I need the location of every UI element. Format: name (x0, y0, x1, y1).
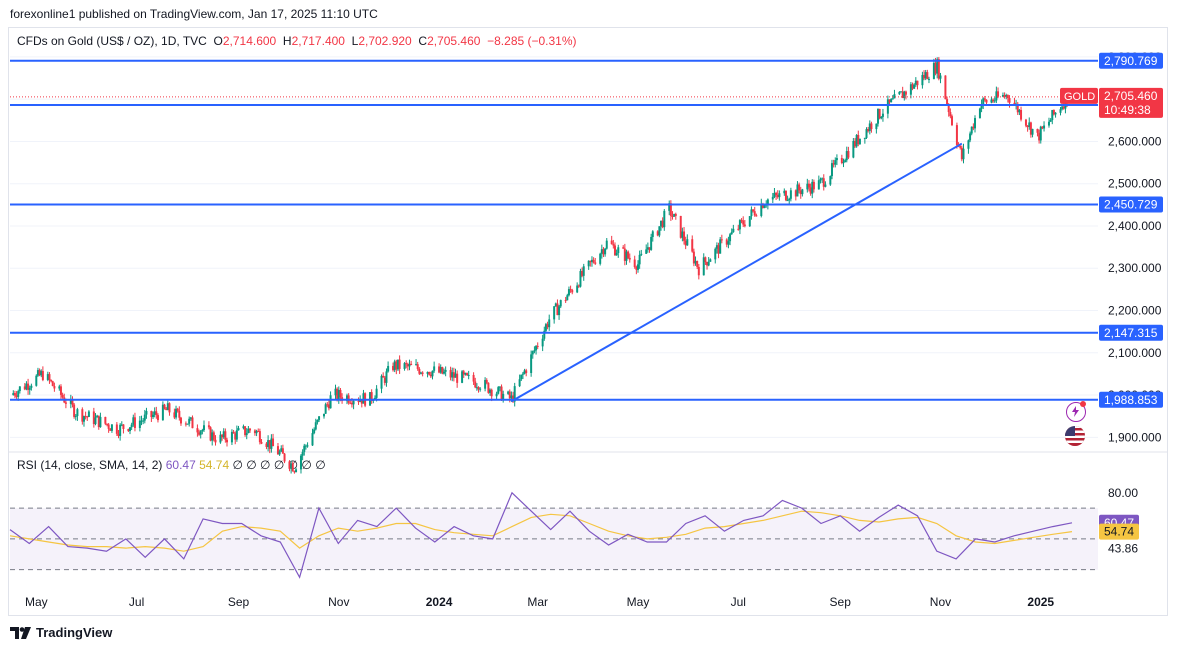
symbol-legend: CFDs on Gold (US$ / OZ), 1D, TVC O2,714.… (17, 34, 577, 48)
high-value: 2,717.400 (291, 34, 345, 48)
rsi-legend: RSI (14, close, SMA, 14, 2) 60.47 54.74 … (17, 458, 326, 472)
brand-name: TradingView (36, 625, 113, 640)
rsi-title[interactable]: RSI (14, close, SMA, 14, 2) (17, 458, 163, 472)
close-label: C (418, 34, 428, 48)
open-label: O (213, 34, 223, 48)
tradingview-logo-icon (10, 626, 31, 639)
open-value: 2,714.600 (222, 34, 277, 48)
tradingview-brand[interactable]: TradingView (10, 625, 112, 640)
high-label: H (282, 34, 292, 48)
change-value: −8.285 (−0.31%) (487, 34, 577, 48)
rsi-legend-value: 60.47 (165, 458, 196, 472)
chart-frame (8, 27, 1168, 616)
lightning-alert-icon[interactable] (1066, 402, 1086, 422)
close-value: 2,705.460 (427, 34, 481, 48)
low-label: L (351, 34, 359, 48)
na-values: ∅ ∅ ∅ ∅ ∅ ∅ ∅ (232, 458, 326, 472)
symbol-title[interactable]: CFDs on Gold (US$ / OZ), 1D, TVC (17, 34, 207, 48)
alert-dot-icon (1080, 401, 1086, 407)
publisher-line: forexonline1 published on TradingView.co… (10, 7, 378, 21)
sma-legend-value: 54.74 (199, 458, 230, 472)
low-value: 2,702.920 (358, 34, 412, 48)
us-flag-icon[interactable] (1065, 426, 1085, 446)
